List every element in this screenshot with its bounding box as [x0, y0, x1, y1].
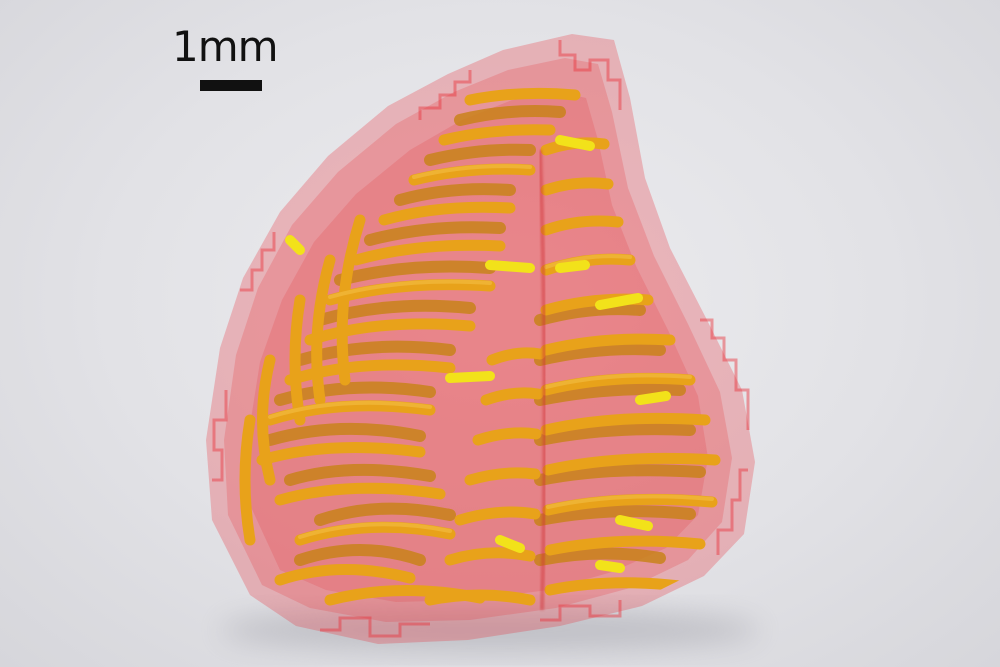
- scale-label: 1mm: [172, 22, 279, 71]
- ground-shadow: [220, 608, 760, 652]
- septum-seam: [538, 149, 547, 611]
- scale-bar: [200, 80, 262, 91]
- fiber-bundle: [239, 87, 721, 606]
